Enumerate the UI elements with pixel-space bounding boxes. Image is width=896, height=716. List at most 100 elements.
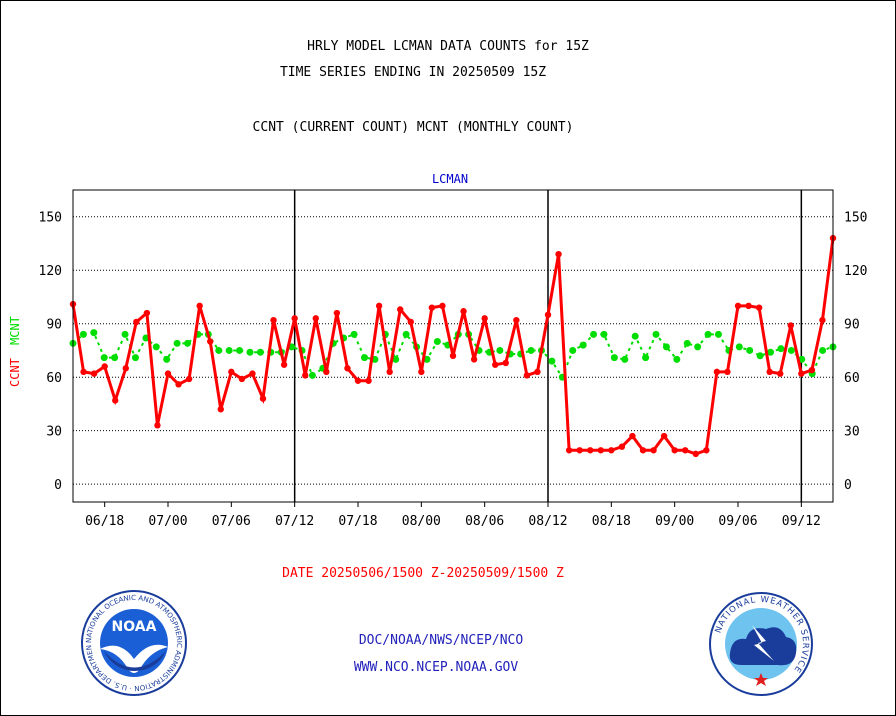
point-ccnt-16 bbox=[238, 375, 246, 383]
x-tick-label-10: 09/06 bbox=[718, 514, 757, 529]
point-mcnt-46 bbox=[548, 357, 556, 365]
point-ccnt-31 bbox=[397, 306, 404, 313]
point-ccnt-25 bbox=[333, 309, 341, 317]
point-mcnt-50 bbox=[590, 330, 598, 338]
point-mcnt-10 bbox=[173, 339, 181, 347]
point-ccnt-19 bbox=[270, 316, 277, 324]
point-mcnt-6 bbox=[131, 354, 139, 362]
x-tick-label-2: 07/06 bbox=[212, 514, 251, 529]
grid-lines bbox=[73, 216, 833, 485]
x-tick-label-0: 06/18 bbox=[85, 514, 124, 529]
x-tick-label-4: 07/18 bbox=[338, 514, 377, 529]
point-mcnt-4 bbox=[111, 354, 119, 362]
point-mcnt-11 bbox=[184, 339, 192, 347]
point-mcnt-1 bbox=[79, 330, 87, 338]
point-ccnt-21 bbox=[291, 315, 298, 322]
point-ccnt-69 bbox=[798, 370, 805, 377]
point-mcnt-69 bbox=[787, 346, 795, 354]
point-mcnt-31 bbox=[392, 355, 400, 363]
x-tick-label-1: 07/00 bbox=[148, 514, 187, 529]
point-ccnt-34 bbox=[428, 304, 436, 311]
point-mcnt-60 bbox=[694, 343, 702, 351]
org-line: DOC/NOAA/NWS/NCEP/NCO bbox=[358, 633, 524, 648]
nws-logo: NATIONAL WEATHER SERVICE bbox=[709, 592, 813, 696]
point-ccnt-23 bbox=[312, 315, 319, 322]
point-ccnt-32 bbox=[407, 318, 414, 326]
point-ccnt-50 bbox=[597, 447, 604, 454]
point-mcnt-57 bbox=[662, 343, 670, 351]
point-ccnt-52 bbox=[618, 443, 626, 450]
point-mcnt-53 bbox=[621, 355, 629, 363]
point-mcnt-3 bbox=[100, 354, 108, 362]
panel-title: LCMAN bbox=[431, 172, 469, 186]
point-mcnt-65 bbox=[746, 346, 754, 354]
point-ccnt-41 bbox=[502, 359, 509, 367]
y-tick-left-0: 0 bbox=[54, 478, 62, 493]
point-ccnt-67 bbox=[777, 370, 784, 377]
point-ccnt-29 bbox=[375, 302, 383, 310]
series-layer bbox=[69, 234, 837, 458]
point-mcnt-68 bbox=[777, 345, 785, 353]
point-mcnt-59 bbox=[683, 339, 691, 347]
point-mcnt-72 bbox=[819, 346, 827, 354]
x-tick-label-5: 08/00 bbox=[402, 514, 441, 529]
point-ccnt-70 bbox=[808, 366, 816, 374]
point-ccnt-6 bbox=[133, 318, 140, 326]
point-ccnt-48 bbox=[576, 447, 583, 454]
point-ccnt-37 bbox=[460, 308, 467, 315]
noaa-logo-text: NOAA bbox=[112, 619, 157, 635]
chart-title-line1: HRLY MODEL LCMAN DATA COUNTS for 15Z bbox=[307, 39, 589, 54]
series-ccnt bbox=[69, 234, 837, 458]
point-ccnt-5 bbox=[122, 365, 129, 372]
point-mcnt-67 bbox=[767, 348, 775, 356]
point-mcnt-2 bbox=[90, 329, 98, 337]
point-ccnt-51 bbox=[608, 447, 615, 454]
point-mcnt-17 bbox=[246, 348, 254, 356]
point-mcnt-44 bbox=[527, 346, 535, 354]
point-ccnt-47 bbox=[565, 447, 573, 454]
point-mcnt-5 bbox=[121, 330, 129, 338]
point-mcnt-56 bbox=[652, 330, 660, 338]
point-ccnt-22 bbox=[302, 372, 309, 379]
point-ccnt-26 bbox=[344, 365, 351, 372]
date-range-label: DATE 20250506/1500 Z-20250509/1500 Z bbox=[282, 566, 564, 581]
point-ccnt-7 bbox=[143, 309, 151, 317]
point-mcnt-18 bbox=[256, 348, 264, 356]
point-ccnt-55 bbox=[650, 447, 657, 454]
noaa-logo: NATIONAL OCEANIC AND ATMOSPHERIC ADMINIS… bbox=[80, 589, 187, 696]
point-ccnt-35 bbox=[439, 302, 446, 310]
x-tick-label-6: 08/06 bbox=[465, 514, 504, 529]
point-mcnt-54 bbox=[631, 332, 639, 340]
x-tick-label-7: 08/12 bbox=[528, 514, 567, 529]
point-mcnt-28 bbox=[361, 354, 369, 362]
point-mcnt-9 bbox=[163, 355, 171, 363]
y-tick-left-30: 30 bbox=[46, 425, 62, 440]
point-ccnt-4 bbox=[112, 397, 119, 404]
point-ccnt-27 bbox=[354, 377, 362, 384]
x-tick-label-3: 07/12 bbox=[275, 514, 314, 529]
point-ccnt-49 bbox=[587, 447, 594, 454]
point-ccnt-14 bbox=[217, 406, 224, 413]
y-tick-left-90: 90 bbox=[46, 318, 62, 333]
point-mcnt-55 bbox=[642, 354, 650, 362]
point-mcnt-34 bbox=[423, 355, 431, 363]
point-mcnt-51 bbox=[600, 330, 608, 338]
point-ccnt-64 bbox=[745, 302, 752, 310]
point-mcnt-41 bbox=[496, 346, 504, 354]
point-ccnt-54 bbox=[639, 447, 647, 454]
point-ccnt-13 bbox=[207, 338, 214, 345]
point-ccnt-3 bbox=[101, 363, 108, 370]
point-ccnt-40 bbox=[492, 361, 499, 368]
point-mcnt-8 bbox=[152, 343, 160, 351]
point-mcnt-48 bbox=[569, 346, 577, 354]
point-ccnt-44 bbox=[534, 368, 541, 376]
point-mcnt-64 bbox=[735, 343, 743, 351]
point-mcnt-66 bbox=[756, 352, 764, 360]
point-ccnt-71 bbox=[819, 316, 826, 324]
point-ccnt-24 bbox=[323, 368, 330, 376]
point-ccnt-30 bbox=[386, 368, 393, 376]
point-mcnt-61 bbox=[704, 330, 712, 338]
point-ccnt-62 bbox=[724, 368, 731, 376]
